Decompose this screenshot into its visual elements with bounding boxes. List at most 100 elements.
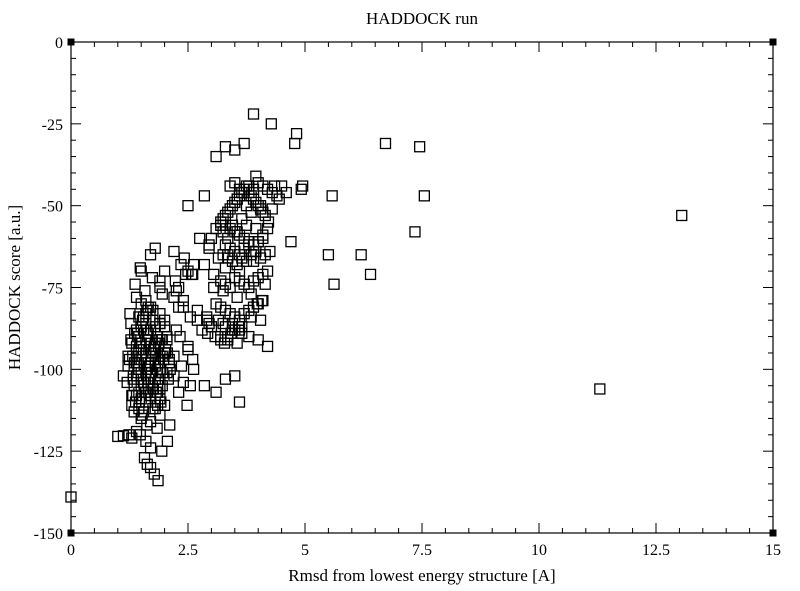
data-point [136,409,148,421]
data-point [198,380,211,392]
data-points [65,108,688,503]
data-point [125,334,137,346]
data-point [168,245,180,258]
data-point [130,291,143,303]
data-point [152,474,164,487]
data-point [219,141,232,153]
data-point [217,285,229,297]
data-point [143,360,155,372]
data-point [135,380,147,392]
data-point [152,340,165,353]
data-point [676,209,688,222]
data-point [205,232,218,245]
data-point [232,321,245,333]
data-point [144,461,157,474]
data-point [121,376,133,389]
data-point [379,137,392,150]
data-point [231,337,243,349]
x-tick-label: 7.5 [412,542,432,559]
data-point [149,242,161,254]
x-tick-label: 2.5 [178,542,198,559]
data-point [126,399,138,411]
data-point [170,285,182,297]
data-point [133,311,145,323]
data-point [172,281,185,294]
data-point [219,262,232,274]
y-tick-label: -50 [42,199,63,216]
data-point [133,396,145,408]
data-point [256,294,268,307]
data-point [240,200,253,212]
y-tick-label: -125 [34,444,63,461]
y-axis-label: HADDOCK score [a.u.] [5,205,24,370]
y-tick-label: -25 [42,117,63,134]
data-point [130,425,143,438]
data-point [203,239,215,251]
data-point [247,108,260,120]
data-point [182,200,194,212]
data-point [236,327,248,339]
data-point [250,222,262,235]
data-point [250,170,262,182]
data-point [142,301,154,313]
data-point [326,190,338,202]
data-point [259,278,271,290]
y-tick-label: 0 [55,35,63,52]
x-axis-ticks: 0 2.5 5 7.5 10 12.5 15 [67,42,781,559]
data-point [182,340,194,353]
data-point [252,334,264,346]
data-point [129,278,141,290]
data-point [231,291,243,303]
data-point [184,380,196,392]
data-point [245,311,257,323]
data-point [178,252,190,264]
data-point [152,353,164,366]
x-tick-label: 15 [765,542,781,559]
data-point [175,258,187,271]
data-point [215,330,227,343]
data-point [187,353,199,366]
data-point [297,180,309,192]
data-point [289,137,301,150]
data-point [154,275,166,287]
x-tick-label: 5 [301,542,309,559]
data-point [261,340,274,353]
data-point [201,311,213,323]
data-point [170,324,182,336]
data-point [144,416,157,428]
data-point [172,386,185,398]
data-point [138,452,151,464]
data-point [266,203,278,215]
y-tick-label: -150 [34,526,63,543]
data-point [174,330,186,343]
data-point [280,186,292,199]
data-point [191,314,204,326]
data-point [355,249,367,261]
data-point [168,350,180,362]
data-point [261,222,274,235]
data-point [594,383,606,395]
data-point [182,344,194,356]
y-tick-label: -100 [34,362,63,379]
data-point [222,334,234,346]
data-point [285,236,297,248]
data-point [134,262,146,274]
data-point [322,249,335,261]
data-point [156,445,168,457]
data-point [156,288,168,300]
data-point [144,344,157,356]
data-point [261,265,274,277]
data-point [233,396,246,408]
y-tick-label: -75 [42,281,63,298]
data-point [229,370,241,382]
data-point [264,245,276,258]
data-point [414,141,426,153]
data-point [243,330,255,343]
data-point [229,144,241,156]
data-point [124,308,136,320]
data-point [180,268,192,281]
data-point [144,442,157,454]
data-point [175,360,188,372]
data-point [177,376,189,389]
data-point [219,373,232,385]
